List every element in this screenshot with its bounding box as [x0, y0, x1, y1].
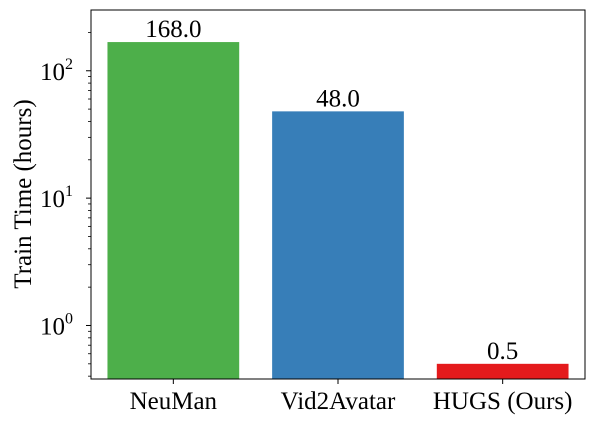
x-tick-label-neuman: NeuMan: [130, 388, 218, 415]
bars-layer: [107, 42, 569, 379]
y-axis-title: Train Time (hours): [10, 99, 37, 288]
y-tick-label-0: 100: [40, 310, 73, 340]
x-tick-label-vid2avatar: Vid2Avatar: [281, 388, 396, 415]
y-tick-label-2: 102: [40, 56, 73, 86]
data-label-vid2avatar: 48.0: [316, 85, 360, 112]
bar-hugs-ours: [436, 363, 569, 379]
bar-vid2avatar: [272, 111, 404, 379]
plot-frame: [90, 9, 586, 380]
x-tick-label-hugs-ours: HUGS (Ours): [433, 388, 573, 415]
data-label-hugs-ours: 0.5: [487, 338, 518, 365]
data-labels-layer: 168.0 48.0 0.5: [145, 16, 518, 365]
y-tick-label-1: 101: [40, 183, 73, 213]
axes-layer: NeuMan Vid2Avatar HUGS (Ours) 100 101 102: [40, 9, 586, 415]
bar-neuman: [107, 42, 240, 379]
data-label-neuman: 168.0: [145, 16, 201, 43]
